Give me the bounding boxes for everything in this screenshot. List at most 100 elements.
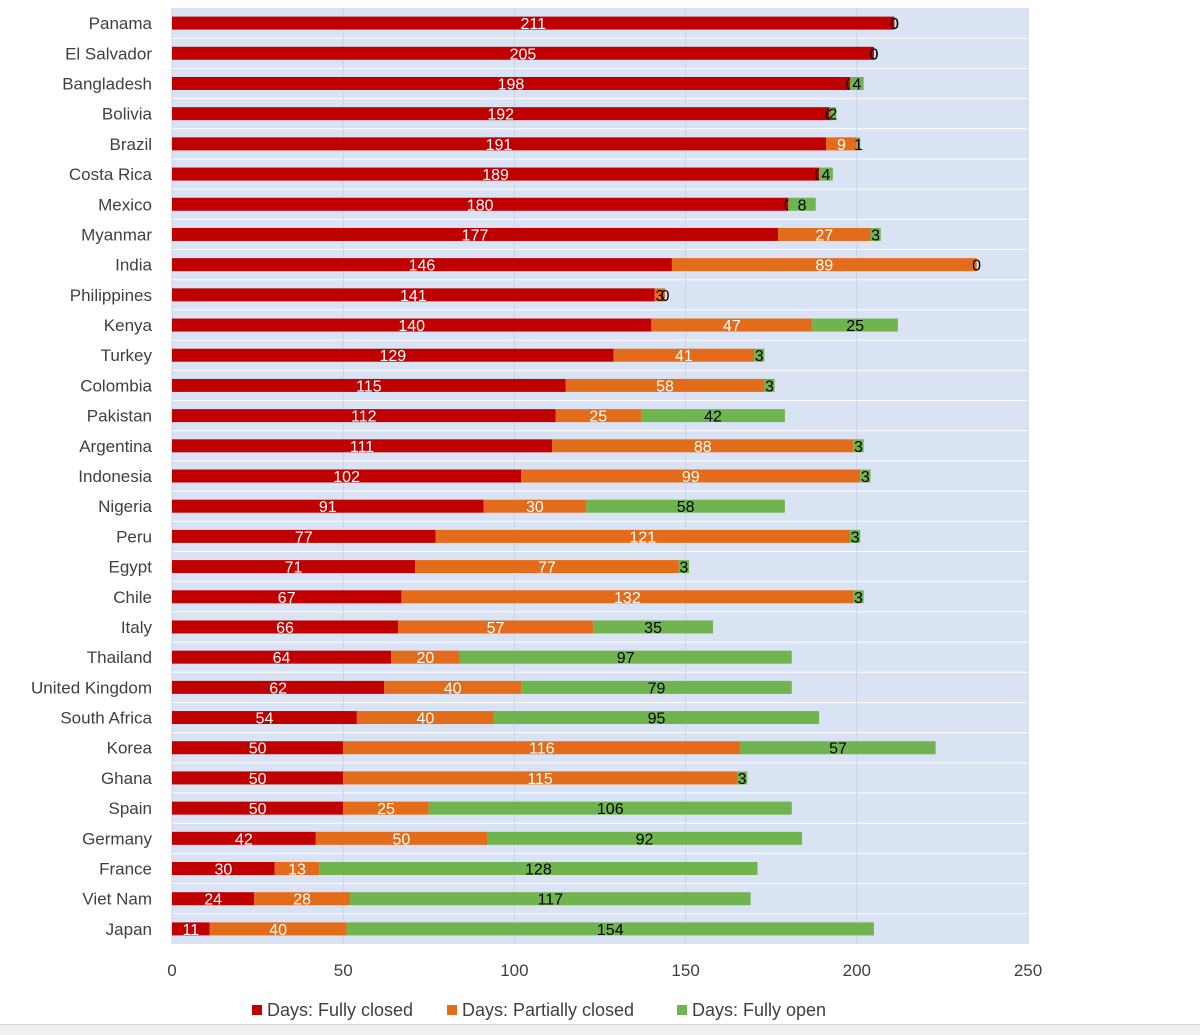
bar-segment <box>209 922 347 936</box>
bar-segment <box>397 620 594 634</box>
data-label: 115 <box>356 378 382 395</box>
data-label: 30 <box>214 862 232 879</box>
data-label: 3 <box>738 771 747 788</box>
bar-segment <box>778 227 871 241</box>
bar-segment <box>853 439 864 453</box>
bar-segment <box>172 771 344 785</box>
data-label: 3 <box>851 529 860 546</box>
x-tick-label: 150 <box>671 961 699 980</box>
data-label: 0 <box>869 46 878 63</box>
category-label: Panama <box>89 14 153 33</box>
bar-segment <box>586 499 785 513</box>
data-label: 40 <box>416 711 434 728</box>
data-label: 128 <box>525 862 552 879</box>
category-label: Thailand <box>87 648 152 667</box>
bar-segment <box>172 711 357 725</box>
bar-segment <box>172 560 416 574</box>
category-label: Peru <box>116 527 152 546</box>
data-label: 58 <box>656 378 674 395</box>
data-label: 106 <box>597 801 624 818</box>
legend-marker <box>447 1005 457 1015</box>
data-label: 116 <box>529 741 555 758</box>
data-label: 47 <box>723 318 741 335</box>
bar-segment <box>651 318 813 332</box>
bar-segment <box>613 348 755 362</box>
data-label: 0 <box>890 16 899 33</box>
bar-segment <box>483 499 587 513</box>
data-label: 25 <box>589 409 607 426</box>
category-label: Japan <box>106 920 152 939</box>
bar-segment <box>172 76 850 90</box>
data-label: 57 <box>829 741 847 758</box>
category-label: Argentina <box>79 437 152 456</box>
data-label: 66 <box>276 620 294 637</box>
data-label: 95 <box>648 711 666 728</box>
bar-segment <box>172 46 874 60</box>
data-label: 28 <box>293 892 311 909</box>
bar-segment <box>172 258 672 272</box>
bar-segment <box>172 831 316 845</box>
data-label: 91 <box>319 499 337 516</box>
data-label: 71 <box>285 560 303 577</box>
data-label: 79 <box>648 680 666 697</box>
bar-segment <box>346 922 874 936</box>
bar-segment <box>172 378 566 392</box>
bar-segment <box>172 16 895 30</box>
data-label: 20 <box>416 650 434 667</box>
data-label: 129 <box>379 348 406 365</box>
data-label: 111 <box>350 439 374 456</box>
data-label: 54 <box>256 711 274 728</box>
bar-segment <box>172 167 820 181</box>
bar-segment <box>172 318 652 332</box>
data-label: 0 <box>661 288 670 305</box>
data-label: 57 <box>487 620 505 637</box>
bar-segment <box>172 107 830 121</box>
data-label: 177 <box>462 227 489 244</box>
category-label: Ghana <box>101 769 153 788</box>
bar-segment <box>172 680 385 694</box>
data-label: 13 <box>288 862 306 879</box>
data-label: 11 <box>183 922 200 939</box>
x-tick-label: 50 <box>334 961 353 980</box>
data-label: 88 <box>694 439 712 456</box>
data-label: 191 <box>486 137 513 154</box>
bar-segment <box>172 529 436 543</box>
data-label: 42 <box>235 831 253 848</box>
bar-segment <box>172 620 398 634</box>
bar-segment <box>860 469 871 483</box>
bar-segment <box>678 560 690 574</box>
category-label: Bolivia <box>102 105 153 124</box>
data-label: 58 <box>677 499 695 516</box>
data-label: 25 <box>846 318 864 335</box>
bar-segment <box>343 771 737 785</box>
bar-segment <box>254 892 351 906</box>
data-label: 102 <box>333 469 360 486</box>
bar-segment <box>849 76 864 90</box>
bar-segment <box>754 348 765 362</box>
bar-segment <box>654 288 666 302</box>
data-label: 67 <box>278 590 296 607</box>
category-label: Nigeria <box>98 497 152 516</box>
bar-segment <box>849 529 861 543</box>
data-label: 3 <box>755 348 764 365</box>
window-bottom-strip <box>0 1024 1200 1035</box>
category-label: Costa Rica <box>69 165 153 184</box>
bar-segment <box>172 348 614 362</box>
bar-segment <box>736 771 748 785</box>
legend-label: Days: Fully open <box>692 1000 826 1020</box>
bar-segment <box>764 378 775 392</box>
bar-segment <box>788 197 816 211</box>
bar-segment <box>172 590 402 604</box>
bar-segment <box>565 378 765 392</box>
data-label: 117 <box>538 892 564 909</box>
data-label: 3 <box>765 378 774 395</box>
bar-segment <box>391 650 460 664</box>
data-label: 189 <box>482 167 509 184</box>
category-label: Colombia <box>80 376 152 395</box>
data-label: 146 <box>409 258 436 275</box>
bar-segment <box>641 409 785 423</box>
data-label: 62 <box>269 680 287 697</box>
category-label: Egypt <box>109 558 153 577</box>
data-label: 0 <box>890 16 899 33</box>
